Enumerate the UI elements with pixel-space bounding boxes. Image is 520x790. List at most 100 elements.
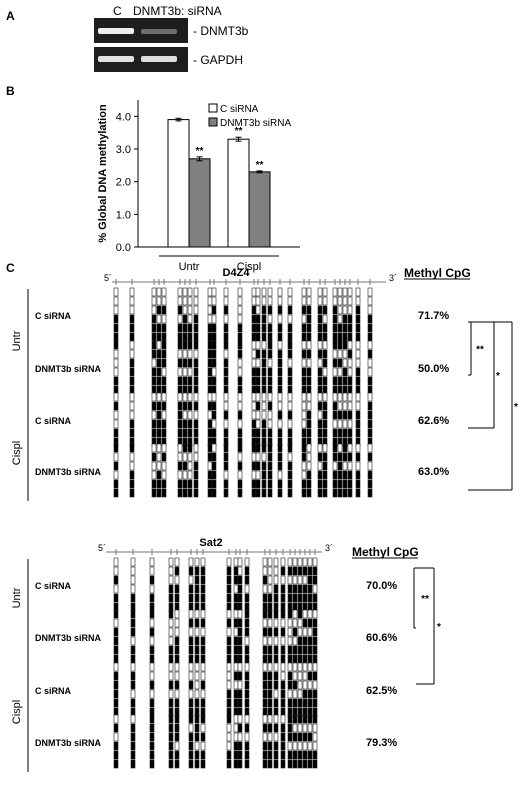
cpg-cell	[287, 376, 293, 386]
cpg-cell	[251, 392, 257, 402]
cpg-cell	[233, 689, 239, 699]
cpg-cell	[255, 332, 261, 342]
cpg-cell	[267, 759, 273, 769]
cpg-cell	[367, 314, 373, 324]
cpg-cell	[161, 401, 167, 411]
cpg-cell	[297, 741, 303, 751]
cpg-cell	[306, 296, 312, 306]
cpg-cell	[129, 443, 135, 453]
cpg-cell	[262, 557, 268, 567]
cpg-cell	[113, 759, 119, 769]
cpg-cell	[337, 296, 343, 306]
cpg-cell	[261, 488, 267, 498]
cpg-cell	[149, 618, 155, 628]
cpg-cell	[161, 479, 167, 489]
cpg-cell	[237, 401, 243, 411]
gel-dnmt3b-band-si	[141, 29, 177, 34]
cpg-cell	[347, 323, 353, 333]
cpg-cell	[193, 470, 199, 480]
cpg-cell	[156, 296, 162, 306]
cpg-cell	[251, 287, 257, 297]
cpg-cell	[307, 741, 313, 751]
cpg-cell	[280, 654, 286, 664]
cpg-cell	[287, 645, 293, 655]
percent-methylated: 60.6%	[366, 632, 397, 644]
cpg-cell	[182, 314, 188, 324]
cpg-cell	[113, 470, 119, 480]
cpg-cell	[307, 566, 313, 576]
cpg-cell	[174, 593, 180, 603]
cpg-cell	[277, 392, 283, 402]
cpg-cell	[367, 452, 373, 462]
cpg-cell	[337, 443, 343, 453]
cpg-cell	[182, 452, 188, 462]
cpg-cell	[151, 461, 157, 471]
cpg-cell	[355, 367, 361, 377]
cpg-cell	[113, 376, 119, 386]
cpg-cell	[177, 461, 183, 471]
cpg-cell	[342, 305, 348, 315]
cpg-cell	[233, 714, 239, 724]
cpg-cell	[287, 759, 293, 769]
cpg-cell	[226, 689, 232, 699]
cpg-cell	[267, 645, 273, 655]
cpg-cell	[347, 349, 353, 359]
cpg-cell	[267, 618, 273, 628]
cpg-cell	[267, 305, 273, 315]
cpg-cell	[297, 689, 303, 699]
cpg-cell	[161, 358, 167, 368]
cpg-cell	[280, 723, 286, 733]
cpg-cell	[200, 671, 206, 681]
cpg-cell	[312, 593, 318, 603]
cpg-cell	[223, 314, 229, 324]
percent-methylated: 71.7%	[418, 310, 449, 322]
cpg-cell	[255, 488, 261, 498]
y-tick-label: 1.0	[116, 209, 131, 221]
cpg-cell	[129, 358, 135, 368]
cpg-cell	[113, 287, 119, 297]
gel-lane-sirna-label: DNMT3b: siRNA	[133, 4, 222, 18]
cpg-cell	[251, 349, 257, 359]
cpg-cell	[168, 759, 174, 769]
cpg-cell	[182, 443, 188, 453]
cpg-cell	[129, 452, 135, 462]
group-label: Untr	[11, 330, 23, 351]
cpg-cell	[306, 314, 312, 324]
cpg-cell	[200, 698, 206, 708]
gel-band-gapdh-label: - GAPDH	[193, 53, 243, 67]
cpg-cell	[302, 627, 308, 637]
cpg-cell	[177, 349, 183, 359]
cpg-cell	[301, 461, 307, 471]
cpg-cell	[129, 470, 135, 480]
cpg-cell	[211, 488, 217, 498]
cpg-cell	[287, 443, 293, 453]
cpg-cell	[367, 376, 373, 386]
cpg-cell	[337, 349, 343, 359]
cpg-cell	[113, 618, 119, 628]
cpg-cell	[287, 627, 293, 637]
cpg-cell	[237, 654, 243, 664]
cpg-cell	[233, 723, 239, 733]
cpg-cell	[277, 323, 283, 333]
bisulfite-panel: 5´ 3´ D4Z4 Methyl CpG Untr Cispl C siRNA 71.7% D…	[11, 266, 518, 772]
cpg-cell	[277, 488, 283, 498]
cpg-cell	[233, 609, 239, 619]
cpg-cell	[273, 636, 279, 646]
cpg-cell	[277, 461, 283, 471]
cpg-cell	[188, 750, 194, 760]
cpg-cell	[151, 401, 157, 411]
cpg-cell	[251, 305, 257, 315]
cpg-cell	[262, 645, 268, 655]
cpg-cell	[262, 671, 268, 681]
cpg-cell	[347, 470, 353, 480]
cpg-cell	[200, 566, 206, 576]
cpg-cell	[367, 287, 373, 297]
cpg-cell	[317, 296, 323, 306]
cpg-cell	[233, 759, 239, 769]
cpg-cell	[223, 461, 229, 471]
cpg-cell	[306, 428, 312, 438]
cpg-cell	[301, 358, 307, 368]
cpg-cell	[174, 714, 180, 724]
cpg-cell	[251, 358, 257, 368]
cpg-cell	[301, 392, 307, 402]
